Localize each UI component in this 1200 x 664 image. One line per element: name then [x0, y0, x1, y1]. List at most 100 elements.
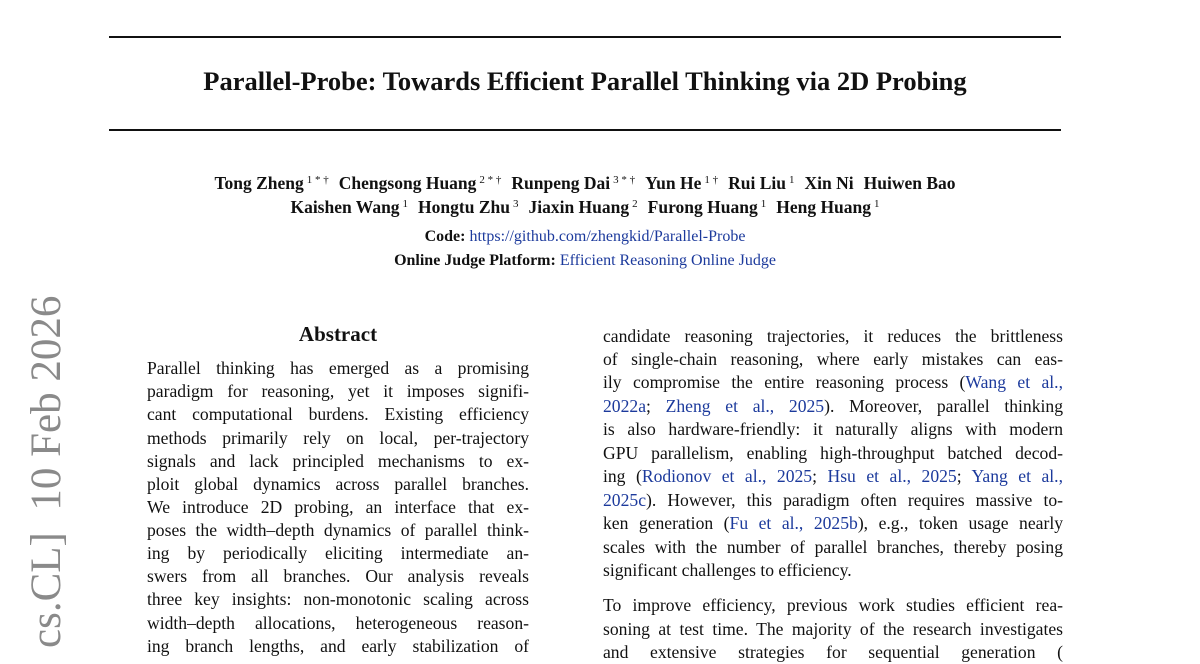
author-name: Xin Ni	[804, 173, 854, 193]
text-segment: of single-chain reasoning, where early m…	[603, 349, 1063, 369]
text-segment: ken generation (	[603, 513, 730, 533]
author-name: Jiaxin Huang	[528, 197, 630, 217]
author-affiliation: 2	[632, 198, 638, 210]
author: Heng Huang 1	[776, 197, 879, 217]
citation-link[interactable]: Rodionov et al., 2025	[641, 466, 813, 486]
author-affiliation: 2 * †	[479, 174, 502, 186]
text-line: ing branch lengths, and early stabilizat…	[147, 635, 529, 658]
author: Runpeng Dai 3 * †	[511, 173, 635, 193]
text-segment: ing by periodically eliciting intermedia…	[147, 543, 529, 563]
text-line: ing by periodically eliciting intermedia…	[147, 542, 529, 565]
author-name: Huiwen Bao	[863, 173, 956, 193]
text-segment: ploit global dynamics across parallel br…	[147, 474, 529, 494]
author-name: Yun He	[645, 173, 702, 193]
author: Furong Huang 1	[648, 197, 767, 217]
author-name: Runpeng Dai	[511, 173, 611, 193]
text-segment: We introduce 2D probing, an interface th…	[147, 497, 529, 517]
author-name: Hongtu Zhu	[418, 197, 510, 217]
citation-link[interactable]: Zheng et al., 2025	[665, 396, 825, 416]
author-name: Furong Huang	[647, 197, 758, 217]
author-list-line-1: Tong Zheng 1 * † Chengsong Huang 2 * † Runpe…	[109, 173, 1061, 194]
text-segment: three key insights: non-monotonic scalin…	[147, 589, 529, 609]
citation-link[interactable]: 2022a	[603, 396, 646, 416]
text-segment: and extensive strategies for sequential …	[603, 642, 1063, 662]
text-segment: candidate reasoning trajectories, it red…	[603, 326, 1063, 346]
author-affiliation: 3 * †	[613, 174, 636, 186]
text-line: ily compromise the entire reasoning proc…	[603, 371, 1063, 394]
arxiv-stamp: cs.CL] 10 Feb 2026	[23, 295, 70, 648]
text-line: Parallel thinking has emerged as a promi…	[147, 357, 529, 380]
text-line: candidate reasoning trajectories, it red…	[603, 325, 1063, 348]
citation-link[interactable]: Fu et al., 2025b	[729, 513, 858, 533]
text-segment: ), e.g., token usage nearly	[857, 513, 1063, 533]
text-segment: ;	[956, 466, 972, 486]
text-segment: Parallel thinking has emerged as a promi…	[147, 358, 529, 378]
text-line: GPU parallelism, enabling high-throughpu…	[603, 442, 1063, 465]
bottom-rule	[109, 129, 1061, 131]
text-segment: poses the width–depth dynamics of parall…	[147, 520, 529, 540]
text-line: ken generation (Fu et al., 2025b), e.g.,…	[603, 512, 1063, 535]
citation-link[interactable]: 2025c	[603, 490, 646, 510]
text-line: paradigm for reasoning, yet it imposes s…	[147, 380, 529, 403]
abstract-heading: Abstract	[298, 322, 378, 346]
text-segment: ). However, this paradigm often requires…	[646, 490, 1063, 510]
author-name: Kaishen Wang	[290, 197, 400, 217]
author-affiliation: 1 †	[704, 174, 719, 186]
text-line: scales with the number of parallel branc…	[603, 536, 1063, 559]
author: Rui Liu 1	[728, 173, 794, 193]
code-link[interactable]: https://github.com/zhengkid/Parallel-Pro…	[469, 228, 746, 245]
author: Jiaxin Huang 2	[528, 197, 637, 217]
author-affiliation: 3	[512, 198, 519, 210]
author-name: Tong Zheng	[214, 173, 304, 193]
text-line: To improve efficiency, previous work stu…	[603, 594, 1063, 617]
author-name: Chengsong Huang	[338, 173, 477, 193]
citation-link[interactable]: Yang et al.,	[971, 466, 1063, 486]
text-line: 2022a; Zheng et al., 2025). Moreover, pa…	[603, 395, 1063, 418]
text-segment: methods primarily rely on local, per-tra…	[147, 428, 529, 448]
citation-link[interactable]: Wang et al.,	[965, 372, 1063, 392]
text-line: swers from all branches. Our analysis re…	[147, 565, 529, 588]
text-segment: ). Moreover, parallel thinking	[824, 396, 1063, 416]
code-info: Code: https://github.com/zhengkid/Parall…	[109, 228, 1061, 246]
text-segment: ing (	[603, 466, 642, 486]
author: Yun He 1 †	[645, 173, 718, 193]
text-segment: width–depth allocations, heterogeneous r…	[147, 613, 529, 633]
text-segment: ;	[646, 396, 666, 416]
author: Xin Ni	[805, 173, 854, 193]
author: Tong Zheng 1 * †	[214, 173, 328, 193]
text-segment: ;	[812, 466, 828, 486]
text-line: soning at test time. The majority of the…	[603, 618, 1063, 641]
text-line: is also hardware-friendly: it naturally …	[603, 418, 1063, 441]
text-line: ploit global dynamics across parallel br…	[147, 473, 529, 496]
text-segment: To improve efficiency, previous work stu…	[603, 595, 1063, 615]
text-line: and extensive strategies for sequential …	[603, 641, 1063, 664]
author-affiliation: 1	[402, 198, 409, 210]
text-line: 2025c). However, this paradigm often req…	[603, 489, 1063, 512]
paper-title: Parallel-Probe: Towards Efficient Parall…	[203, 66, 967, 96]
text-segment: is also hardware-friendly: it naturally …	[603, 419, 1063, 439]
author-affiliation: 1	[789, 174, 795, 186]
text-line: ing (Rodionov et al., 2025; Hsu et al., …	[603, 465, 1063, 488]
code-label: Code:	[424, 228, 466, 245]
text-segment: significant challenges to efficiency.	[603, 560, 852, 580]
text-segment: soning at test time. The majority of the…	[603, 619, 1063, 639]
text-line: methods primarily rely on local, per-tra…	[147, 427, 529, 450]
text-line: three key insights: non-monotonic scalin…	[147, 588, 529, 611]
text-segment: scales with the number of parallel branc…	[603, 537, 1063, 557]
text-segment: paradigm for reasoning, yet it imposes s…	[147, 381, 529, 401]
text-segment: swers from all branches. Our analysis re…	[147, 566, 529, 586]
text-line: significant challenges to efficiency.	[603, 559, 1063, 582]
author-affiliation: 1 * †	[306, 174, 329, 186]
text-segment: ily compromise the entire reasoning proc…	[603, 372, 966, 392]
author: Hongtu Zhu 3	[418, 197, 518, 217]
judge-link[interactable]: Efficient Reasoning Online Judge	[559, 252, 776, 269]
text-line: poses the width–depth dynamics of parall…	[147, 519, 529, 542]
judge-label: Online Judge Platform:	[394, 252, 556, 269]
text-line: We introduce 2D probing, an interface th…	[147, 496, 529, 519]
judge-info: Online Judge Platform: Efficient Reasoni…	[109, 252, 1061, 270]
author-name: Heng Huang	[776, 197, 872, 217]
text-line: width–depth allocations, heterogeneous r…	[147, 612, 529, 635]
top-rule	[109, 36, 1061, 38]
text-line: cant computational burdens. Existing eff…	[147, 403, 529, 426]
citation-link[interactable]: Hsu et al., 2025	[827, 466, 957, 486]
